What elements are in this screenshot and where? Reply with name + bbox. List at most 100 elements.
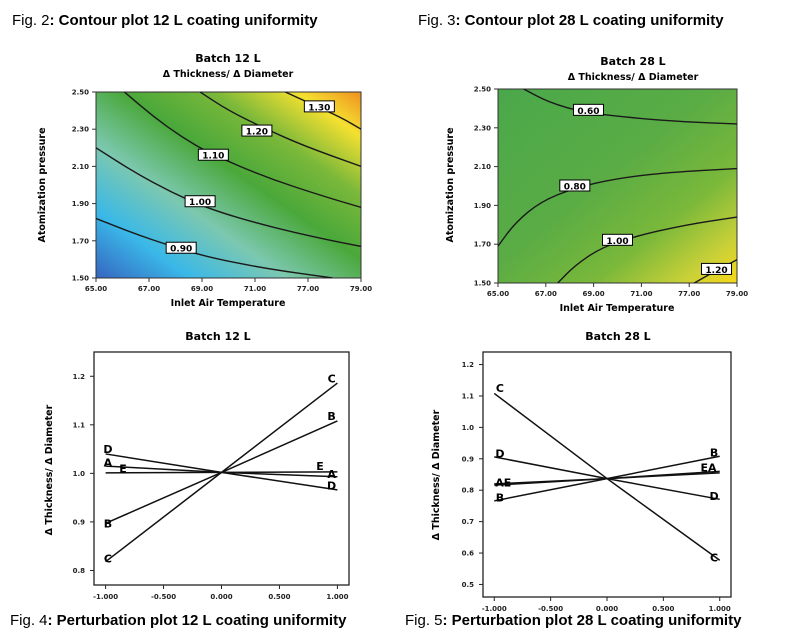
y-tick-label: 1.0	[462, 424, 475, 432]
x-tick-label: 77.00	[678, 290, 700, 298]
contour-label-box-1.00	[184, 195, 216, 208]
contour-label-0.90: 0.90	[170, 245, 192, 255]
caption-fig3-text: : Contour plot 28 L coating uniformity	[455, 12, 724, 29]
contour-label-box-0.60	[572, 103, 604, 116]
x-tick-label: -1.000	[93, 593, 118, 601]
contour-label-1.20: 1.20	[246, 128, 268, 138]
x-tick-label: -0.500	[151, 593, 176, 601]
y-tick-label: 1.70	[72, 237, 89, 245]
series-label-b-left: B	[496, 491, 504, 504]
x-tick-label: 0.500	[268, 593, 290, 601]
y-tick-label: 0.8	[462, 487, 475, 495]
y-tick-label: 1.90	[474, 202, 491, 210]
contour-label-box-1.20	[701, 262, 733, 275]
fig3-subtitle: Δ Thickness/ Δ Diameter	[568, 72, 699, 83]
series-label-e-left: E	[119, 463, 127, 476]
fig3-plot-area	[497, 88, 738, 284]
y-tick-label: 2.50	[72, 89, 89, 97]
y-tick-label: 0.5	[462, 581, 475, 589]
y-tick-label: 1.1	[73, 421, 86, 429]
fig3-title: Batch 28 L	[600, 55, 665, 68]
caption-fig3: Fig. 3: Contour plot 28 L coating unifor…	[418, 12, 724, 29]
fig2-subtitle: Δ Thickness/ Δ Diameter	[163, 69, 294, 80]
contour-label-box-0.80	[559, 179, 591, 192]
x-tick-label: 69.00	[583, 290, 605, 298]
x-tick-label: 67.00	[535, 290, 557, 298]
contour-label-1.00: 1.00	[189, 198, 211, 208]
contour-label-1.30: 1.30	[308, 103, 330, 113]
contour-plot-28L: Batch 28 L Δ Thickness/ Δ Diameter 0.60 0…	[445, 55, 748, 314]
y-tick-label: 1.50	[72, 275, 89, 283]
y-tick-label: 0.8	[73, 567, 86, 575]
x-tick-label: 1.000	[326, 593, 348, 601]
series-line-E	[105, 471, 338, 474]
contour-label-box-1.30	[303, 100, 335, 113]
caption-fig5: Fig. 5: Perturbation plot 28 L coating u…	[405, 612, 741, 629]
series-label-a-right: A	[327, 468, 336, 481]
y-tick-label: 1.90	[72, 200, 89, 208]
y-tick-label: 2.50	[474, 86, 491, 94]
y-tick-label: 0.7	[462, 518, 475, 526]
caption-fig2-prefix: Fig. 2	[12, 12, 50, 29]
caption-fig3-prefix: Fig. 3	[418, 12, 456, 29]
y-tick-label: 0.9	[73, 518, 86, 526]
fig4-title: Batch 12 L	[185, 330, 250, 343]
x-tick-label: 79.00	[726, 290, 748, 298]
caption-fig4-text: : Perturbation plot 12 L coating uniform…	[47, 612, 347, 629]
perturbation-plot-28L: Batch 28 L C D AE B B EA D C -1.000 -0.500 0.000 0…	[431, 330, 732, 613]
y-tick-label: 0.6	[462, 550, 475, 558]
contour-label-1.00: 1.00	[606, 237, 628, 247]
y-tick-label: 1.2	[462, 361, 475, 369]
fig5-title: Batch 28 L	[585, 330, 650, 343]
series-label-a-left: A	[104, 457, 113, 470]
caption-fig5-prefix: Fig. 5	[405, 612, 443, 629]
contour-label-0.80: 0.80	[564, 183, 586, 193]
y-tick-label: 2.10	[72, 163, 89, 171]
fig4-plot-area	[93, 351, 350, 586]
x-tick-label: 0.500	[652, 605, 674, 613]
caption-fig5-text: : Perturbation plot 28 L coating uniform…	[442, 612, 742, 629]
y-tick-label: 1.2	[73, 373, 86, 381]
x-tick-label: -1.000	[482, 605, 507, 613]
series-label-b-left: B	[104, 517, 112, 530]
series-label-c-right: C	[328, 373, 336, 386]
series-line-E	[494, 470, 720, 486]
contour-line-0.80	[498, 167, 737, 247]
series-label-c-right: C	[710, 552, 718, 565]
x-tick-label: 67.00	[138, 285, 160, 293]
x-tick-label: 79.00	[350, 285, 372, 293]
x-tick-label: 65.00	[85, 285, 107, 293]
series-label-c-left: C	[104, 552, 112, 565]
x-tick-label: 0.000	[210, 593, 232, 601]
contour-label-box-1.00	[602, 233, 633, 246]
contour-plot-12L: Batch 12 L Δ Thickness/ Δ Diameter 0.90 1…	[37, 52, 372, 309]
x-tick-label: 65.00	[487, 290, 509, 298]
series-label-b-right: B	[710, 447, 718, 460]
series-label-ea-right: EA	[700, 462, 717, 475]
y-tick-label: 1.1	[462, 392, 475, 400]
y-tick-label: 2.10	[474, 163, 491, 171]
x-tick-label: 0.000	[596, 605, 618, 613]
x-tick-label: 71.00	[244, 285, 266, 293]
contour-line-1.00	[557, 216, 737, 283]
x-tick-label: -0.500	[538, 605, 563, 613]
contour-label-box-0.90	[165, 241, 197, 254]
contour-line-1.20	[199, 92, 361, 168]
caption-fig2: Fig. 2: Contour plot 12 L coating unifor…	[12, 12, 318, 29]
contour-label-1.20: 1.20	[705, 266, 727, 276]
series-label-d-left: D	[103, 443, 112, 456]
y-tick-label: 1.50	[474, 280, 491, 288]
x-tick-label: 69.00	[191, 285, 213, 293]
y-tick-label: 1.70	[474, 241, 491, 249]
fig3-ylabel: Atomization pressure	[445, 127, 456, 242]
y-tick-label: 2.30	[72, 126, 89, 134]
fig2-ylabel: Atomization pressure	[37, 127, 48, 242]
fig2-title: Batch 12 L	[195, 52, 260, 65]
contour-label-box-1.10	[197, 148, 229, 161]
series-label-e-right: E	[316, 460, 324, 473]
y-tick-label: 1.0	[73, 470, 86, 478]
fig4-ylabel: Δ Thickness/ Δ Diameter	[44, 404, 55, 535]
caption-fig4-prefix: Fig. 4	[10, 612, 48, 629]
y-tick-label: 2.30	[474, 124, 491, 132]
